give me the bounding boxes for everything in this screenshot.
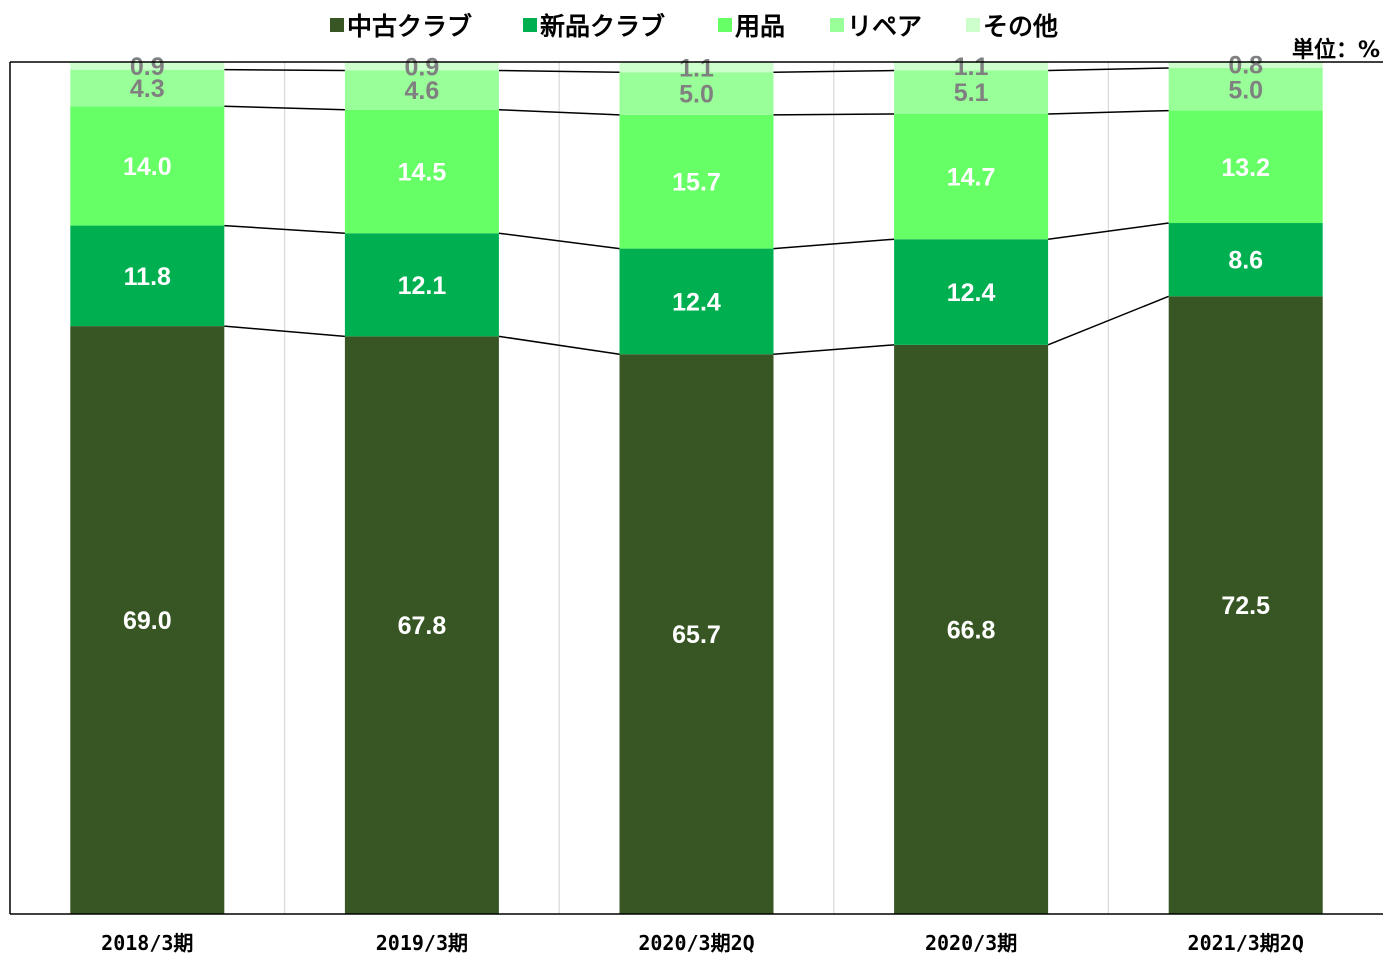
data-label: 5.0 xyxy=(679,81,714,109)
bars xyxy=(70,61,1323,915)
data-label: 67.8 xyxy=(398,612,447,640)
bar-segment xyxy=(894,70,1049,114)
tick-label: 2021/3期2Q xyxy=(1188,931,1304,955)
series-line xyxy=(498,108,620,116)
series-line xyxy=(224,105,345,111)
data-label: 14.5 xyxy=(398,158,447,186)
legend-label: その他 xyxy=(983,12,1058,41)
series-line xyxy=(224,68,345,72)
data-label: 14.0 xyxy=(123,153,172,181)
series-line xyxy=(224,224,345,235)
data-label: 0.8 xyxy=(1228,52,1263,80)
data-label: 4.6 xyxy=(405,77,440,105)
bar-segment xyxy=(1168,110,1323,224)
legend-item: 新品クラブ xyxy=(523,12,665,41)
bar-segment xyxy=(70,326,225,914)
legend-item: 用品 xyxy=(718,12,785,41)
legend-item: 中古クラブ xyxy=(330,12,472,41)
data-label: 8.6 xyxy=(1228,247,1263,275)
bar-segment xyxy=(70,62,225,70)
series-line xyxy=(1048,109,1169,115)
data-label: 15.7 xyxy=(672,169,721,197)
series-line xyxy=(498,335,620,355)
tick-label: 2019/3期 xyxy=(376,931,468,955)
legend-label: リペア xyxy=(847,12,922,41)
data-label: 1.1 xyxy=(954,53,989,81)
data-labels: 69.011.814.04.30.967.812.114.54.60.965.7… xyxy=(123,52,1270,650)
bar-segment xyxy=(70,106,225,226)
legend-label: 用品 xyxy=(735,12,785,41)
series-line xyxy=(498,232,620,250)
legend-swatch xyxy=(966,18,980,32)
x-axis-ticks: 2018/3期 2019/3期 2020/3期2Q 2020/3期 2021/3期2Q xyxy=(101,931,1304,955)
bar-segment xyxy=(619,62,774,73)
tick-label: 2018/3期 xyxy=(101,931,193,955)
data-label: 13.2 xyxy=(1221,154,1270,182)
data-label: 11.8 xyxy=(124,263,171,291)
bar-segment xyxy=(894,239,1049,345)
series-line xyxy=(773,344,895,355)
bar-segment xyxy=(894,113,1049,240)
unit-label: 単位：% xyxy=(1292,37,1380,63)
bar-segment xyxy=(619,114,774,249)
legend-item: その他 xyxy=(966,12,1058,41)
data-label: 12.4 xyxy=(947,279,996,307)
data-label: 12.4 xyxy=(672,288,721,316)
data-label: 12.1 xyxy=(398,272,447,300)
connector-lines xyxy=(224,67,1169,355)
series-line xyxy=(1048,67,1169,72)
legend-swatch xyxy=(330,18,344,32)
legend: 中古クラブ 新品クラブ 用品 リペア その他 xyxy=(330,12,1058,41)
data-label: 65.7 xyxy=(672,621,721,649)
bar-segment xyxy=(894,344,1049,914)
data-label: 66.8 xyxy=(947,616,996,644)
bar-segment xyxy=(1168,223,1323,297)
bar-segment xyxy=(344,336,499,914)
data-label: 69.0 xyxy=(123,607,172,635)
tick-label: 2020/3期 xyxy=(925,931,1017,955)
series-line xyxy=(1047,295,1169,346)
bar-segment xyxy=(344,233,499,337)
legend-swatch xyxy=(718,18,732,32)
data-label: 5.0 xyxy=(1228,76,1263,104)
legend-label: 新品クラブ xyxy=(540,12,665,41)
series-line xyxy=(773,238,895,250)
series-line xyxy=(773,69,895,73)
series-line xyxy=(498,69,620,73)
series-line xyxy=(773,113,895,116)
tick-label: 2020/3期2Q xyxy=(638,931,754,955)
bar-segment xyxy=(70,225,225,327)
bar-segment xyxy=(619,72,774,115)
legend-label: 中古クラブ xyxy=(347,12,472,41)
bar-segment xyxy=(1168,61,1323,68)
data-label: 0.9 xyxy=(405,54,440,82)
data-label: 4.3 xyxy=(130,75,165,103)
data-label: 72.5 xyxy=(1221,592,1270,620)
data-label: 0.9 xyxy=(130,53,165,81)
bar-segment xyxy=(344,109,499,234)
legend-item: リペア xyxy=(830,12,922,41)
data-label: 14.7 xyxy=(947,164,996,192)
bar-segment xyxy=(1168,67,1323,111)
bar-segment xyxy=(344,70,499,110)
series-line xyxy=(224,325,345,338)
series-line xyxy=(1048,222,1169,240)
data-label: 1.1 xyxy=(679,55,714,83)
bar-segment xyxy=(344,62,499,71)
bar-segment xyxy=(1168,296,1323,914)
legend-swatch xyxy=(523,18,537,32)
grid-lines xyxy=(284,62,1110,914)
bar-segment xyxy=(619,248,774,355)
bar-segment xyxy=(619,354,774,915)
bar-segment xyxy=(70,69,225,107)
legend-swatch xyxy=(830,18,844,32)
bar-segment xyxy=(894,61,1049,71)
data-label: 5.1 xyxy=(954,79,989,107)
